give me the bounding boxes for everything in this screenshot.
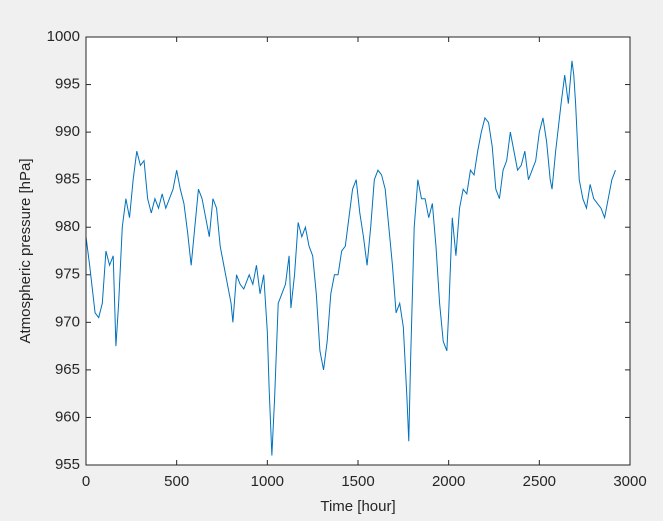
x-tick-label: 2000 <box>432 473 465 490</box>
plot-area <box>86 37 630 465</box>
y-tick-label: 965 <box>55 361 80 378</box>
line-series <box>85 60 616 456</box>
x-tick-label: 3000 <box>613 473 646 490</box>
y-tick-label: 1000 <box>47 28 80 45</box>
y-axis-label: Atmospheric pressure [hPa] <box>17 158 34 343</box>
y-tick-label: 990 <box>55 123 80 140</box>
y-tick-label: 970 <box>55 313 80 330</box>
y-tick-label: 985 <box>55 171 80 188</box>
x-tick-label: 0 <box>82 473 90 490</box>
x-tick-label: 1500 <box>341 473 374 490</box>
y-tick-label: 995 <box>55 76 80 93</box>
x-tick-label: 2500 <box>523 473 556 490</box>
x-tick-label: 500 <box>164 473 189 490</box>
y-tick-label: 975 <box>55 266 80 283</box>
x-tick-label: 1000 <box>251 473 284 490</box>
y-tick-label: 980 <box>55 218 80 235</box>
x-axis-label: Time [hour] <box>320 498 395 515</box>
y-tick-label: 955 <box>55 456 80 473</box>
plot-frame <box>85 36 631 466</box>
y-tick-label: 960 <box>55 408 80 425</box>
